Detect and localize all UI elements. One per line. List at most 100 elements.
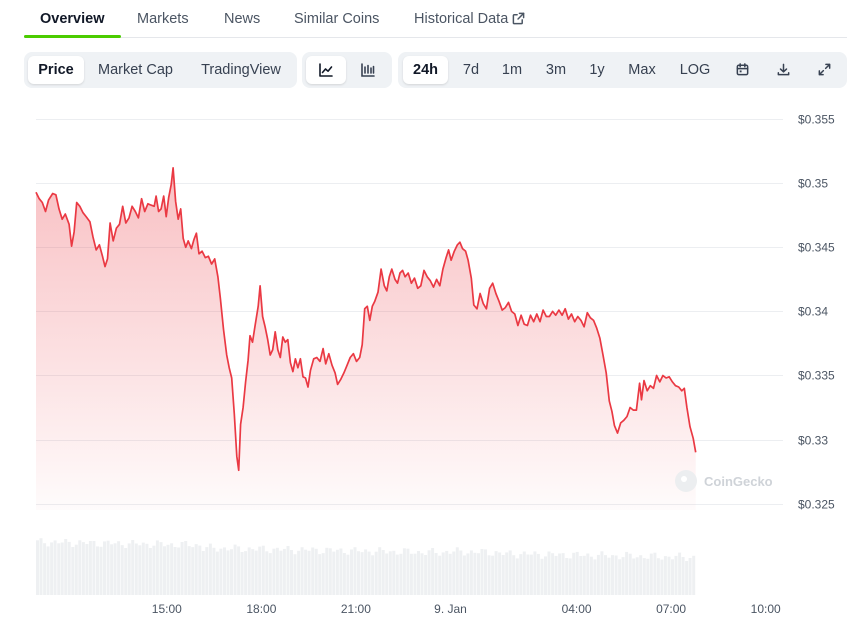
volume-bar (381, 550, 385, 595)
line-chart-button[interactable] (306, 56, 346, 84)
volume-bar (184, 541, 188, 595)
volume-bar (491, 555, 495, 595)
line-chart-icon (319, 63, 333, 77)
volume-bar (293, 554, 297, 595)
volume-bar (604, 555, 607, 595)
volume-bar (335, 549, 339, 595)
candlestick-chart-icon (361, 63, 375, 77)
volume-bar (611, 555, 614, 595)
range-3m[interactable]: 3m (537, 56, 575, 84)
volume-bar (533, 551, 537, 595)
volume-bar (138, 545, 142, 595)
date-range-button[interactable] (726, 56, 758, 84)
volume-bar (572, 552, 576, 595)
watermark-text: CoinGecko (704, 474, 773, 489)
volume-bar (92, 541, 96, 595)
log-scale-toggle[interactable]: LOG (672, 56, 718, 84)
x-tick-label: 21:00 (341, 602, 371, 616)
range-1m[interactable]: 1m (494, 56, 530, 84)
fullscreen-button[interactable] (808, 56, 840, 84)
range-7d[interactable]: 7d (453, 56, 489, 84)
volume-bar (346, 554, 350, 595)
volume-bar (582, 555, 586, 595)
volume-bar (265, 551, 269, 595)
candlestick-chart-button[interactable] (348, 56, 388, 84)
volume-bar (639, 555, 643, 595)
volume-bar (307, 550, 311, 595)
volume-bar (593, 559, 597, 595)
x-tick-label: 10:00 (751, 602, 781, 616)
volume-bar (127, 543, 131, 595)
volume-bar (311, 547, 315, 595)
volume-bar (434, 553, 438, 595)
market-cap-tab[interactable]: Market Cap (88, 56, 183, 84)
volume-bar (215, 551, 219, 595)
tab-overview[interactable]: Overview (40, 11, 105, 27)
download-button[interactable] (767, 56, 799, 84)
range-max[interactable]: Max (620, 56, 664, 84)
volume-bar (395, 554, 399, 595)
volume-bar (57, 543, 61, 595)
volume-bar (205, 547, 209, 595)
range-3m-label: 3m (545, 62, 567, 78)
volume-bar (290, 550, 293, 595)
range-24h[interactable]: 24h (403, 56, 448, 84)
range-1y[interactable]: 1y (580, 56, 614, 84)
tab-news[interactable]: News (224, 11, 260, 27)
volume-bar (632, 558, 636, 595)
market-cap-tab-label: Market Cap (98, 62, 173, 78)
volume-bar (332, 551, 336, 595)
chart-type-selector: Price Market Cap TradingView (24, 52, 297, 88)
calendar-icon (736, 63, 748, 76)
volume-bar (43, 543, 47, 595)
tab-overview-label: Overview (40, 11, 105, 27)
volume-bar (148, 548, 152, 595)
volume-bar (455, 547, 459, 595)
tab-markets[interactable]: Markets (137, 11, 189, 27)
volume-bar (667, 556, 671, 595)
volume-bar (526, 554, 530, 595)
volume-bar (417, 551, 420, 595)
volume-bar (254, 550, 258, 595)
y-tick-label: $0.35 (798, 177, 828, 191)
volume-bar (519, 554, 523, 595)
volume-bar (618, 559, 622, 595)
volume-bar (431, 548, 435, 595)
price-tab[interactable]: Price (28, 56, 84, 84)
volume-bar (364, 549, 368, 595)
log-scale-label: LOG (679, 62, 711, 78)
volume-bar (547, 551, 551, 595)
volume-bar (653, 552, 657, 595)
volume-bar (614, 555, 618, 595)
volume-bar (237, 546, 241, 595)
volume-bar (187, 546, 191, 595)
volume-bar (374, 551, 378, 595)
volume-bar (505, 552, 509, 595)
volume-bar (402, 548, 406, 595)
tab-news-label: News (224, 11, 261, 27)
volume-bar (477, 553, 480, 595)
volume-bar (487, 555, 491, 595)
volume-bar (85, 544, 89, 595)
volume-bar (466, 553, 470, 595)
tab-historical-data[interactable]: Historical Data (414, 11, 525, 27)
volume-bar (681, 557, 685, 595)
volume-bar (406, 548, 410, 595)
tab-similar-coins-label: Similar Coins (294, 11, 380, 27)
volume-bar (81, 542, 85, 595)
tab-similar-coins[interactable]: Similar Coins (294, 11, 379, 27)
price-tab-label: Price (38, 62, 74, 78)
volume-bar (589, 556, 593, 595)
volume-bar (272, 548, 276, 595)
volume-bar (201, 551, 205, 595)
volume-bar (124, 548, 128, 595)
volume-bar (385, 553, 389, 595)
volume-bar (586, 553, 590, 595)
volume-bar (297, 550, 301, 595)
volume-bar (544, 556, 547, 595)
volume-bar (251, 549, 255, 595)
tradingview-tab[interactable]: TradingView (190, 56, 292, 84)
volume-bar (314, 548, 318, 595)
volume-bar (194, 544, 198, 595)
